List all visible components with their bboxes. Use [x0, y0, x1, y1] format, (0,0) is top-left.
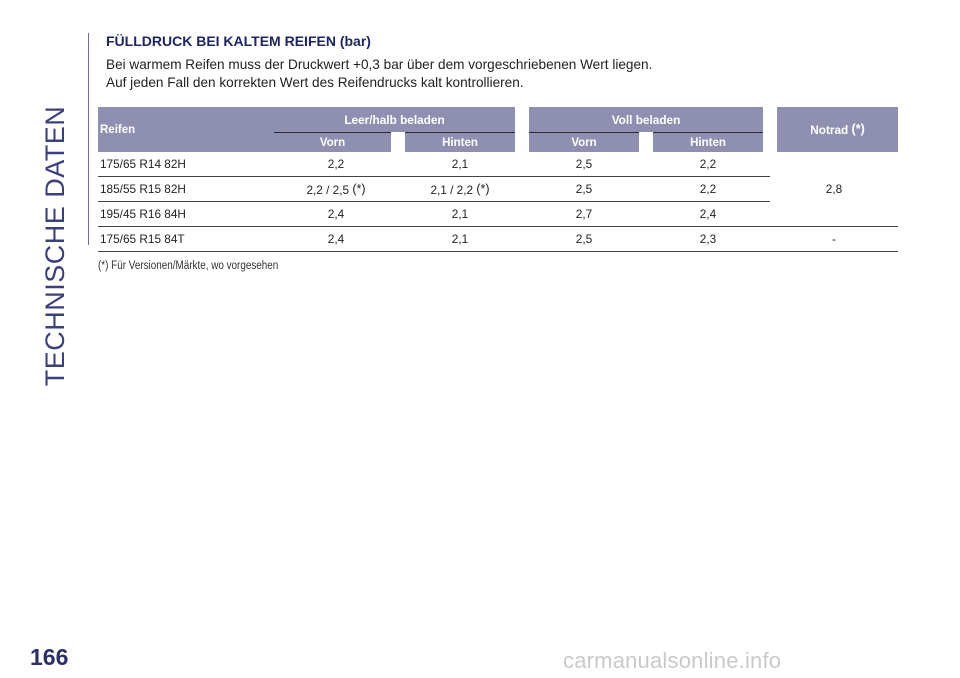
intro-text: Bei warmem Reifen muss der Druckwert +0,…: [106, 56, 652, 92]
pressure-value: 2,2 / 2,5 (*): [274, 176, 398, 202]
chapter-title: TECHNISCHE DATEN: [40, 105, 70, 387]
tyre-size: 185/55 R15 82H: [98, 176, 274, 202]
table-row: 175/65 R15 84T 2,4 2,1 2,5 2,3 -: [98, 226, 898, 252]
header-notrad: Notrad (*): [763, 107, 898, 152]
pressure-value: 2,2: [646, 152, 770, 177]
pressure-value: 2,1: [398, 201, 522, 227]
header-reifen: Reifen: [98, 107, 274, 152]
section-title: FÜLLDRUCK BEI KALTEM REIFEN (bar): [106, 33, 371, 49]
page-number: 166: [30, 644, 69, 670]
tyre-size: 195/45 R16 84H: [98, 201, 274, 227]
notrad-value: 2,8: [770, 152, 898, 227]
header-vorn: Vorn: [274, 132, 398, 152]
pressure-value: 2,1 / 2,2 (*): [398, 176, 522, 202]
tyre-pressure-table: Reifen Leer/halb beladen Voll beladen No…: [98, 107, 898, 252]
tyre-size: 175/65 R15 84T: [98, 226, 274, 252]
pressure-value: 2,1: [398, 152, 522, 177]
table-row: 175/65 R14 82H 2,2 2,1 2,5 2,2 2,8: [98, 152, 898, 227]
header-hinten: Hinten: [391, 132, 522, 152]
pressure-value: 2,5: [522, 152, 646, 177]
chapter-divider: [88, 33, 89, 245]
pressure-value: 2,4: [274, 201, 398, 227]
notrad-value: -: [770, 226, 898, 252]
pressure-value: 2,3: [646, 226, 770, 252]
tyre-size: 175/65 R14 82H: [98, 152, 274, 177]
table-row: 195/45 R16 84H 2,4 2,1 2,7 2,4: [98, 201, 898, 227]
pressure-value: 2,2: [274, 152, 398, 177]
header-hinten: Hinten: [639, 132, 770, 152]
pressure-value: 2,2: [646, 176, 770, 202]
pressure-value: 2,5: [522, 226, 646, 252]
watermark: carmanualsonline.info: [563, 648, 782, 673]
pressure-value: 2,5: [522, 176, 646, 202]
pressure-value: 2,4: [274, 226, 398, 252]
footnote: (*) Für Versionen/Märkte, wo vorgesehen: [98, 260, 279, 272]
intro-line: Auf jeden Fall den korrekten Wert des Re…: [106, 75, 524, 90]
header-leer-halb-beladen: Leer/halb beladen: [274, 107, 522, 133]
pressure-value: 2,1: [398, 226, 522, 252]
header-voll-beladen: Voll beladen: [515, 107, 770, 133]
pressure-value: 2,4: [646, 201, 770, 227]
pressure-value: 2,7: [522, 201, 646, 227]
intro-line: Bei warmem Reifen muss der Druckwert +0,…: [106, 57, 653, 72]
table-row: 185/55 R15 82H 2,2 / 2,5 (*) 2,1 / 2,2 (…: [98, 176, 898, 202]
header-vorn: Vorn: [515, 132, 646, 152]
